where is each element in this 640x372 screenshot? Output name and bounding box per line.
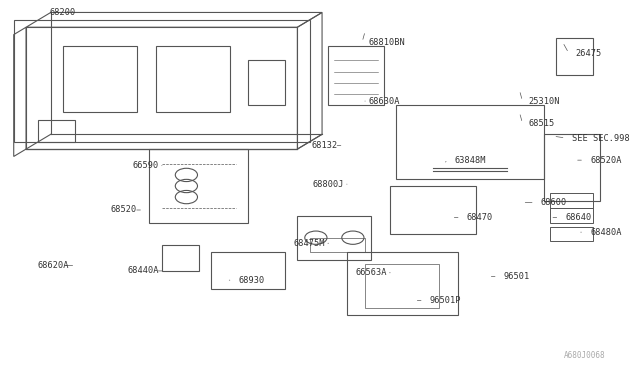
Text: SEE SEC.998: SEE SEC.998 [572, 134, 630, 142]
Text: 96501: 96501 [504, 272, 530, 281]
Text: 68800J: 68800J [312, 180, 344, 189]
Text: 68810BN: 68810BN [368, 38, 405, 46]
Text: 68480A: 68480A [590, 228, 622, 237]
Text: A680J0068: A680J0068 [564, 350, 605, 359]
Text: 68600: 68600 [541, 198, 567, 207]
Text: 68475M: 68475M [294, 239, 325, 248]
Text: 63848M: 63848M [454, 155, 486, 165]
Text: 68640: 68640 [566, 213, 592, 222]
Text: 68515: 68515 [529, 119, 555, 128]
Text: 68520: 68520 [111, 205, 137, 215]
Text: 68620A: 68620A [38, 261, 69, 270]
Text: 68132: 68132 [311, 141, 337, 150]
Text: 25310N: 25310N [529, 97, 560, 106]
Text: 26475: 26475 [575, 49, 601, 58]
Text: 66563A: 66563A [355, 268, 387, 277]
Text: 68440A: 68440A [127, 266, 159, 275]
Text: 66590: 66590 [132, 161, 159, 170]
Text: 96501P: 96501P [430, 296, 461, 305]
Text: 68930: 68930 [239, 276, 265, 285]
Text: 68470: 68470 [467, 213, 493, 222]
Text: 68200: 68200 [49, 8, 76, 17]
Text: 68630A: 68630A [368, 97, 400, 106]
Text: 68520A: 68520A [590, 155, 622, 165]
